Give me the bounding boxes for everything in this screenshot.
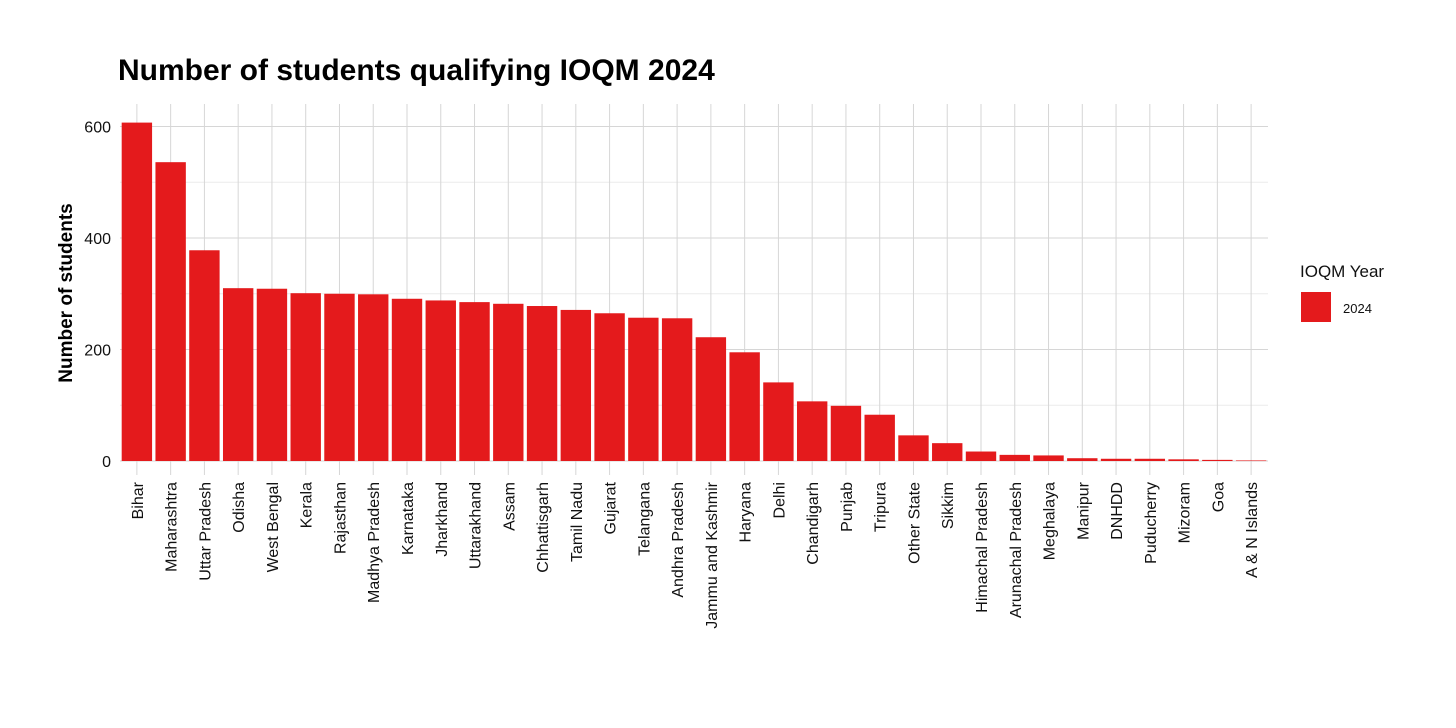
x-tick-label: Odisha bbox=[231, 482, 248, 533]
bar bbox=[763, 382, 794, 461]
x-tick-label: Chhattisgarh bbox=[535, 482, 552, 573]
chart-title: Number of students qualifying IOQM 2024 bbox=[118, 54, 715, 87]
bar bbox=[864, 414, 895, 461]
bar bbox=[358, 294, 389, 461]
x-tick-label: Punjab bbox=[839, 482, 856, 532]
x-tick-label: Meghalaya bbox=[1042, 482, 1059, 560]
bar bbox=[1033, 455, 1064, 461]
x-tick-label: Assam bbox=[501, 482, 518, 531]
x-tick-label: A & N Islands bbox=[1244, 482, 1261, 578]
bar bbox=[796, 401, 828, 461]
x-tick-label: Madhya Pradesh bbox=[366, 482, 383, 603]
bar bbox=[189, 250, 220, 461]
bar bbox=[1168, 459, 1199, 461]
x-tick-label: Sikkim bbox=[940, 482, 957, 529]
x-tick-label: Jharkhand bbox=[434, 482, 451, 557]
bar bbox=[290, 293, 321, 461]
legend-swatch bbox=[1301, 292, 1331, 322]
bar bbox=[661, 318, 693, 461]
bar bbox=[932, 443, 963, 461]
x-tick-label: Uttar Pradesh bbox=[197, 482, 214, 581]
legend-label: 2024 bbox=[1343, 301, 1372, 316]
x-tick-label: DNHDD bbox=[1109, 482, 1126, 540]
x-tick-label: Rajasthan bbox=[332, 482, 349, 554]
x-tick-label: Kerala bbox=[299, 482, 316, 528]
x-tick-label: Manipur bbox=[1075, 481, 1092, 539]
bar bbox=[121, 122, 153, 461]
bar bbox=[999, 454, 1030, 461]
bar bbox=[830, 405, 862, 461]
bar bbox=[526, 306, 558, 461]
bar bbox=[1067, 458, 1098, 461]
x-tick-label: West Bengal bbox=[265, 482, 282, 572]
x-tick-label: Tamil Nadu bbox=[569, 482, 586, 562]
x-tick-label: Chandigarh bbox=[805, 482, 822, 565]
bar bbox=[425, 300, 456, 461]
y-tick-label: 600 bbox=[84, 120, 111, 137]
bar bbox=[391, 298, 423, 461]
x-tick-label: Arunachal Pradesh bbox=[1008, 482, 1025, 618]
x-tick-label: Other State bbox=[906, 482, 923, 564]
x-tick-label: Telangana bbox=[636, 482, 653, 556]
bars bbox=[121, 122, 1267, 462]
y-tick-label: 200 bbox=[84, 343, 111, 360]
bar bbox=[155, 162, 186, 461]
bar bbox=[1100, 458, 1132, 461]
legend: IOQM Year 2024 bbox=[1300, 262, 1384, 322]
x-tick-label: Maharashtra bbox=[164, 482, 181, 572]
y-axis-title: Number of students bbox=[56, 203, 77, 382]
bar bbox=[965, 451, 997, 461]
bar bbox=[1134, 458, 1166, 461]
x-axis-ticks: Bihar Maharashtra Uttar Pradesh Odisha West … bbox=[130, 481, 1261, 628]
bar bbox=[898, 435, 929, 461]
bar bbox=[594, 313, 625, 461]
legend-title: IOQM Year bbox=[1300, 262, 1384, 281]
x-tick-label: Uttarakhand bbox=[468, 482, 485, 569]
bar bbox=[256, 288, 288, 461]
x-tick-label: Tripura bbox=[873, 482, 890, 532]
x-tick-label: Puducherry bbox=[1143, 482, 1160, 564]
x-tick-label: Jammu and Kashmir bbox=[704, 481, 721, 628]
bar bbox=[695, 337, 727, 461]
bar bbox=[560, 309, 592, 461]
bar bbox=[628, 317, 659, 461]
x-tick-label: Goa bbox=[1210, 482, 1227, 512]
x-tick-label: Gujarat bbox=[603, 481, 620, 534]
bar bbox=[493, 303, 524, 461]
x-tick-label: Andhra Pradesh bbox=[670, 482, 687, 598]
y-axis-ticks: 0 200 400 600 bbox=[84, 120, 111, 472]
x-tick-label: Karnataka bbox=[400, 482, 417, 555]
bar bbox=[222, 288, 254, 461]
y-tick-label: 400 bbox=[84, 231, 111, 248]
y-tick-label: 0 bbox=[102, 454, 111, 471]
x-tick-label: Bihar bbox=[130, 481, 147, 519]
x-tick-label: Mizoram bbox=[1177, 482, 1194, 543]
x-tick-label: Haryana bbox=[738, 482, 755, 543]
x-tick-label: Delhi bbox=[771, 482, 788, 518]
bar bbox=[1235, 460, 1267, 462]
x-tick-label: Himachal Pradesh bbox=[974, 482, 991, 613]
bar bbox=[729, 352, 760, 461]
bar bbox=[324, 293, 355, 461]
bar bbox=[1202, 459, 1233, 461]
bar bbox=[459, 302, 490, 461]
